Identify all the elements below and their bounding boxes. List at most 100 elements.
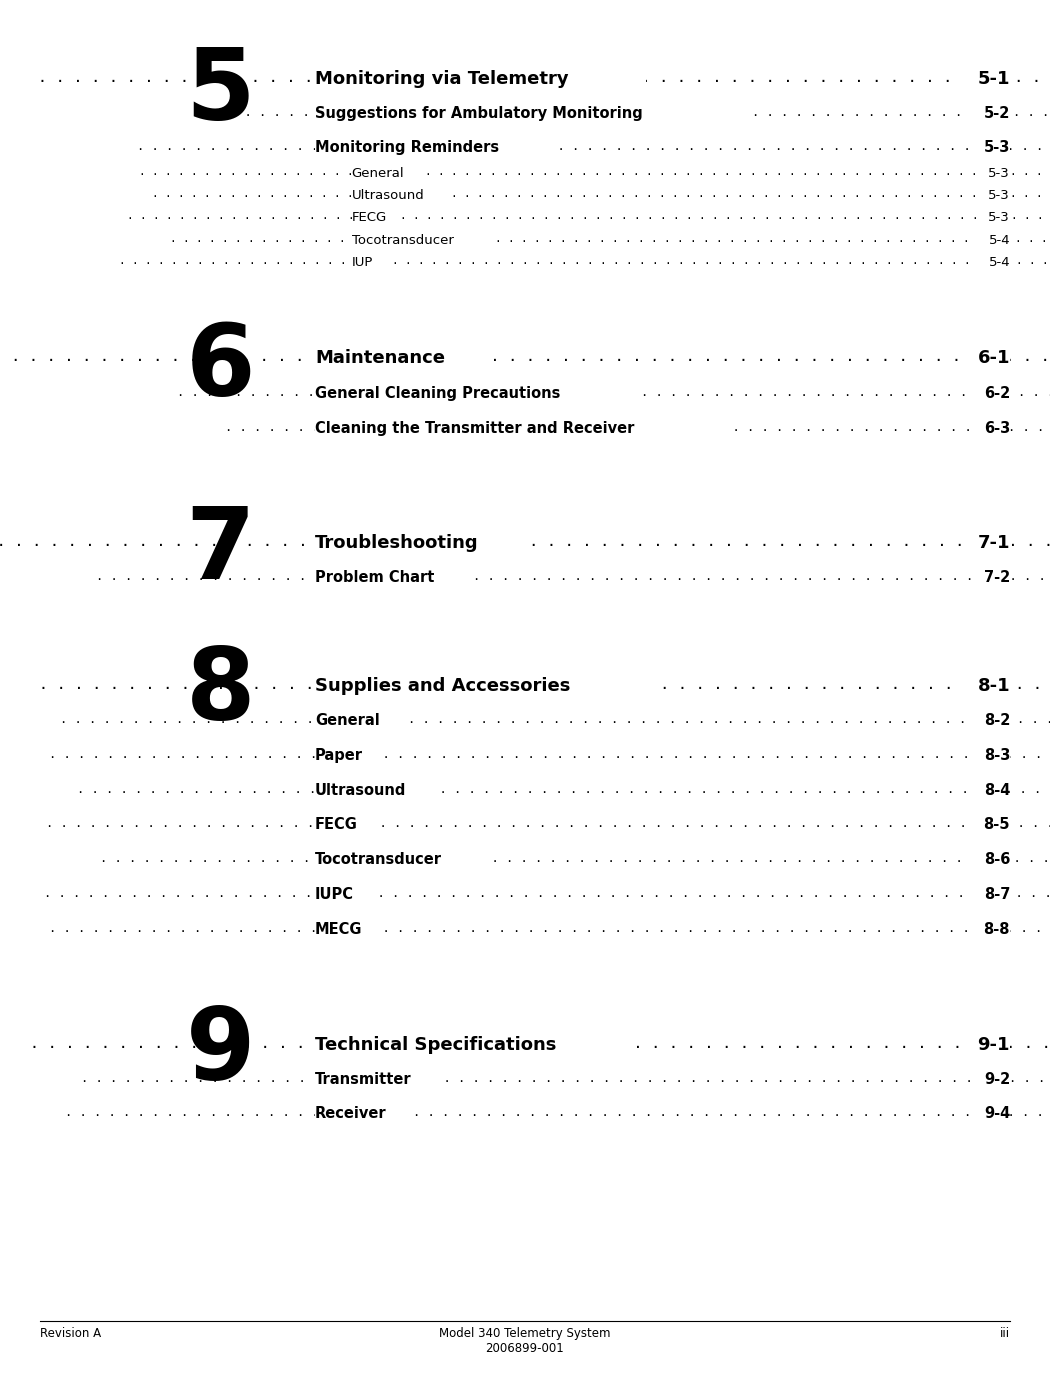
- Text: 5-3: 5-3: [988, 189, 1010, 202]
- Bar: [315, 384, 635, 409]
- Bar: [315, 674, 649, 703]
- Text: 8-6: 8-6: [984, 852, 1010, 867]
- Text: . . . . . . . . . . . . . . . . . . . . . . . . . . . . . . . . . . . . . . . . : . . . . . . . . . . . . . . . . . . . . …: [46, 817, 1050, 830]
- Text: Ultrasound: Ultrasound: [352, 189, 424, 202]
- Text: 7-2: 7-2: [984, 570, 1010, 585]
- Bar: [979, 164, 1010, 186]
- Bar: [972, 103, 1010, 128]
- Bar: [979, 253, 1010, 275]
- Text: . . . . . . . . . . . . . . . . . . . . . . . . . . . . . . . . . . . . . . . . : . . . . . . . . . . . . . . . . . . . . …: [151, 189, 1050, 199]
- Bar: [972, 780, 1010, 805]
- Text: 5-3: 5-3: [988, 167, 1010, 179]
- Text: 8-7: 8-7: [984, 887, 1010, 902]
- Bar: [964, 531, 1010, 560]
- Text: . . . . . . . . . . . . . . . . . . . . . . . . . . . . . . . . . . . . . . . . : . . . . . . . . . . . . . . . . . . . . …: [65, 1106, 1050, 1119]
- Text: . . . . . . . . . . . . . . . . . . . . . . . . . . . . . . . . . . . . . . . . : . . . . . . . . . . . . . . . . . . . . …: [0, 534, 1050, 549]
- Bar: [315, 815, 374, 840]
- Text: 9-1: 9-1: [978, 1036, 1010, 1054]
- Text: General: General: [315, 713, 380, 728]
- Text: 5-4: 5-4: [988, 234, 1010, 246]
- Bar: [315, 884, 370, 909]
- Bar: [315, 745, 381, 770]
- Text: Tocotransducer: Tocotransducer: [315, 852, 442, 867]
- Bar: [972, 919, 1010, 944]
- Bar: [972, 710, 1010, 735]
- Text: 8-4: 8-4: [984, 783, 1010, 798]
- Bar: [964, 67, 1010, 96]
- Text: Ultrasound: Ultrasound: [315, 783, 406, 798]
- Bar: [315, 1069, 443, 1094]
- Bar: [315, 67, 646, 96]
- Text: . . . . . . . . . . . . . . . . . . . . . . . . . . . . . . . . . . . . . . . . : . . . . . . . . . . . . . . . . . . . . …: [119, 256, 1050, 265]
- Text: . . . . . . . . . . . . . . . . . . . . . . . . . . . . . . . . . . . . . . . . : . . . . . . . . . . . . . . . . . . . . …: [96, 570, 1050, 582]
- Bar: [972, 815, 1010, 840]
- Text: . . . . . . . . . . . . . . . . . . . . . . . . . . . . . . . . . . . . . . . . : . . . . . . . . . . . . . . . . . . . . …: [230, 106, 1050, 118]
- Text: . . . . . . . . . . . . . . . . . . . . . . . . . . . . . . . . . . . . . . . . : . . . . . . . . . . . . . . . . . . . . …: [60, 713, 1050, 726]
- Text: Revision A: Revision A: [40, 1327, 101, 1340]
- Text: iii: iii: [1000, 1327, 1010, 1340]
- Text: 5-2: 5-2: [984, 106, 1010, 121]
- Bar: [315, 710, 402, 735]
- Text: . . . . . . . . . . . . . . . . . . . . . . . . . . . . . . . . . . . . . . . . : . . . . . . . . . . . . . . . . . . . . …: [138, 140, 1050, 153]
- Bar: [964, 1033, 1010, 1062]
- Bar: [972, 138, 1010, 163]
- Text: FECG: FECG: [315, 817, 358, 833]
- Bar: [972, 384, 1010, 409]
- Bar: [315, 849, 483, 874]
- Text: MECG: MECG: [315, 922, 362, 937]
- Text: 6-1: 6-1: [978, 349, 1010, 367]
- Text: Tocotransducer: Tocotransducer: [352, 234, 454, 246]
- Text: Monitoring Reminders: Monitoring Reminders: [315, 140, 499, 156]
- Bar: [352, 231, 487, 253]
- Text: 7-1: 7-1: [978, 534, 1010, 552]
- Text: 8-2: 8-2: [984, 713, 1010, 728]
- Text: 8: 8: [186, 644, 255, 741]
- Bar: [315, 138, 556, 163]
- Bar: [972, 849, 1010, 874]
- Text: . . . . . . . . . . . . . . . . . . . . . . . . . . . . . . . . . . . . . . . . : . . . . . . . . . . . . . . . . . . . . …: [139, 167, 1050, 177]
- Bar: [964, 346, 1010, 375]
- Text: . . . . . . . . . . . . . . . . . . . . . . . . . . . . . . . . . . . . . . . . : . . . . . . . . . . . . . . . . . . . . …: [38, 70, 1050, 85]
- Bar: [315, 1033, 630, 1062]
- Text: 8-3: 8-3: [984, 748, 1010, 763]
- Text: 8-5: 8-5: [984, 817, 1010, 833]
- Bar: [315, 1104, 412, 1129]
- Text: IUP: IUP: [352, 256, 373, 268]
- Text: IUPC: IUPC: [315, 887, 354, 902]
- Text: General Cleaning Precautions: General Cleaning Precautions: [315, 386, 561, 402]
- Bar: [315, 919, 380, 944]
- Text: . . . . . . . . . . . . . . . . . . . . . . . . . . . . . . . . . . . . . . . . : . . . . . . . . . . . . . . . . . . . . …: [170, 234, 1050, 243]
- Text: General: General: [352, 167, 404, 179]
- Text: Monitoring via Telemetry: Monitoring via Telemetry: [315, 70, 569, 88]
- Text: 5-3: 5-3: [984, 140, 1010, 156]
- Text: 9-2: 9-2: [984, 1072, 1010, 1087]
- Bar: [315, 780, 437, 805]
- Bar: [315, 418, 731, 443]
- Text: 5-1: 5-1: [978, 70, 1010, 88]
- Bar: [972, 1104, 1010, 1129]
- Text: . . . . . . . . . . . . . . . . . . . . . . . . . . . . . . . . . . . . . . . . : . . . . . . . . . . . . . . . . . . . . …: [127, 211, 1050, 221]
- Text: Cleaning the Transmitter and Receiver: Cleaning the Transmitter and Receiver: [315, 421, 634, 436]
- Bar: [972, 567, 1010, 592]
- Text: 5-3: 5-3: [988, 211, 1010, 224]
- Text: 7: 7: [186, 503, 255, 600]
- Text: . . . . . . . . . . . . . . . . . . . . . . . . . . . . . . . . . . . . . . . . : . . . . . . . . . . . . . . . . . . . . …: [49, 922, 1050, 934]
- Text: 5: 5: [186, 44, 255, 142]
- Bar: [315, 346, 486, 375]
- Text: . . . . . . . . . . . . . . . . . . . . . . . . . . . . . . . . . . . . . . . . : . . . . . . . . . . . . . . . . . . . . …: [43, 887, 1050, 899]
- Text: . . . . . . . . . . . . . . . . . . . . . . . . . . . . . . . . . . . . . . . . : . . . . . . . . . . . . . . . . . . . . …: [176, 386, 1050, 399]
- Bar: [972, 418, 1010, 443]
- Text: 9: 9: [186, 1004, 255, 1101]
- Text: Problem Chart: Problem Chart: [315, 570, 435, 585]
- Text: Technical Specifications: Technical Specifications: [315, 1036, 556, 1054]
- Text: 9-4: 9-4: [984, 1106, 1010, 1122]
- Text: . . . . . . . . . . . . . . . . . . . . . . . . . . . . . . . . . . . . . . . . : . . . . . . . . . . . . . . . . . . . . …: [49, 748, 1050, 760]
- Bar: [315, 531, 530, 560]
- Bar: [315, 567, 472, 592]
- Bar: [979, 186, 1010, 208]
- Text: Transmitter: Transmitter: [315, 1072, 412, 1087]
- Text: Model 340 Telemetry System
2006899-001: Model 340 Telemetry System 2006899-001: [439, 1327, 611, 1355]
- Text: . . . . . . . . . . . . . . . . . . . . . . . . . . . . . . . . . . . . . . . . : . . . . . . . . . . . . . . . . . . . . …: [39, 677, 1050, 692]
- Text: Troubleshooting: Troubleshooting: [315, 534, 479, 552]
- Bar: [979, 231, 1010, 253]
